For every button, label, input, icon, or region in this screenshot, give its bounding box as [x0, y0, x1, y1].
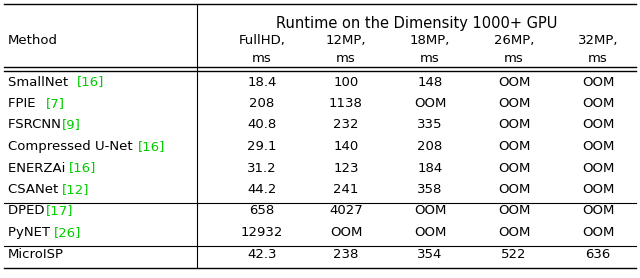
- Text: Compressed U-Net: Compressed U-Net: [8, 140, 137, 153]
- Text: ms: ms: [336, 52, 356, 65]
- Text: 4027: 4027: [329, 205, 363, 217]
- Text: PyNET: PyNET: [8, 226, 54, 239]
- Text: 18.4: 18.4: [247, 76, 276, 88]
- Text: [16]: [16]: [69, 162, 97, 175]
- Text: OOM: OOM: [582, 140, 614, 153]
- Text: 358: 358: [417, 183, 443, 196]
- Text: OOM: OOM: [414, 226, 446, 239]
- Text: 44.2: 44.2: [247, 183, 276, 196]
- Text: 32MP,: 32MP,: [578, 34, 618, 47]
- Text: OOM: OOM: [582, 205, 614, 217]
- Text: 208: 208: [417, 140, 443, 153]
- Text: ms: ms: [588, 52, 608, 65]
- Text: 184: 184: [417, 162, 443, 175]
- Text: 1138: 1138: [329, 97, 363, 110]
- Text: OOM: OOM: [582, 226, 614, 239]
- Text: 232: 232: [333, 118, 359, 131]
- Text: ms: ms: [252, 52, 272, 65]
- Text: OOM: OOM: [498, 97, 530, 110]
- Text: [16]: [16]: [77, 76, 104, 88]
- Text: OOM: OOM: [498, 118, 530, 131]
- Text: OOM: OOM: [582, 97, 614, 110]
- Text: [26]: [26]: [54, 226, 81, 239]
- Text: 40.8: 40.8: [248, 118, 276, 131]
- Text: OOM: OOM: [414, 97, 446, 110]
- Text: 42.3: 42.3: [247, 247, 276, 260]
- Text: CSANet: CSANet: [8, 183, 63, 196]
- Text: [7]: [7]: [46, 97, 65, 110]
- Text: OOM: OOM: [498, 162, 530, 175]
- Text: ms: ms: [420, 52, 440, 65]
- Text: ms: ms: [504, 52, 524, 65]
- Text: [16]: [16]: [138, 140, 166, 153]
- Text: 123: 123: [333, 162, 359, 175]
- Text: 335: 335: [417, 118, 443, 131]
- Text: FullHD,: FullHD,: [239, 34, 285, 47]
- Text: OOM: OOM: [582, 76, 614, 88]
- Text: 26MP,: 26MP,: [494, 34, 534, 47]
- Text: [12]: [12]: [61, 183, 89, 196]
- Text: OOM: OOM: [498, 140, 530, 153]
- Text: [9]: [9]: [61, 118, 81, 131]
- Text: OOM: OOM: [330, 226, 362, 239]
- Text: Runtime on the Dimensity 1000+ GPU: Runtime on the Dimensity 1000+ GPU: [276, 16, 557, 31]
- Text: 658: 658: [250, 205, 275, 217]
- Text: 241: 241: [333, 183, 358, 196]
- Text: FPIE: FPIE: [8, 97, 40, 110]
- Text: OOM: OOM: [498, 76, 530, 88]
- Text: OOM: OOM: [582, 118, 614, 131]
- Text: 140: 140: [333, 140, 358, 153]
- Text: ENERZAi: ENERZAi: [8, 162, 70, 175]
- Text: OOM: OOM: [498, 183, 530, 196]
- Text: OOM: OOM: [582, 162, 614, 175]
- Text: OOM: OOM: [498, 205, 530, 217]
- Text: OOM: OOM: [414, 205, 446, 217]
- Text: 208: 208: [250, 97, 275, 110]
- Text: DPED: DPED: [8, 205, 49, 217]
- Text: 238: 238: [333, 247, 358, 260]
- Text: 31.2: 31.2: [247, 162, 277, 175]
- Text: 29.1: 29.1: [247, 140, 276, 153]
- Text: 148: 148: [417, 76, 443, 88]
- Text: MicroISP: MicroISP: [8, 247, 64, 260]
- Text: 354: 354: [417, 247, 443, 260]
- Text: FSRCNN: FSRCNN: [8, 118, 65, 131]
- Text: OOM: OOM: [498, 226, 530, 239]
- Text: 636: 636: [586, 247, 611, 260]
- Text: Method: Method: [8, 34, 58, 47]
- Text: [17]: [17]: [46, 205, 74, 217]
- Text: 12932: 12932: [241, 226, 283, 239]
- Text: 522: 522: [501, 247, 527, 260]
- Text: 12MP,: 12MP,: [326, 34, 366, 47]
- Text: 100: 100: [333, 76, 358, 88]
- Text: 18MP,: 18MP,: [410, 34, 450, 47]
- Text: OOM: OOM: [582, 183, 614, 196]
- Text: SmallNet: SmallNet: [8, 76, 72, 88]
